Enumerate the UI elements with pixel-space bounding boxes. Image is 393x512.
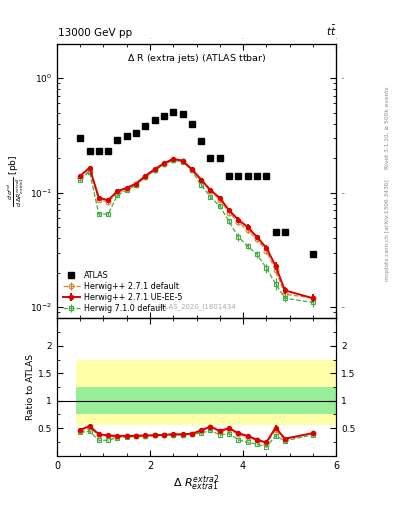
Text: $\Delta$ R (extra jets) (ATLAS ttbar): $\Delta$ R (extra jets) (ATLAS ttbar) xyxy=(127,52,266,65)
ATLAS xyxy=(273,229,278,236)
X-axis label: $\Delta\ R_{extra1}^{extra2}$: $\Delta\ R_{extra1}^{extra2}$ xyxy=(173,473,220,493)
ATLAS xyxy=(227,173,231,179)
ATLAS xyxy=(171,109,176,115)
ATLAS xyxy=(134,130,138,136)
ATLAS xyxy=(143,123,148,129)
ATLAS xyxy=(245,173,250,179)
ATLAS xyxy=(264,173,269,179)
ATLAS xyxy=(310,251,315,257)
ATLAS xyxy=(180,111,185,117)
ATLAS xyxy=(189,120,194,126)
ATLAS xyxy=(124,133,129,139)
ATLAS xyxy=(78,135,83,141)
ATLAS xyxy=(97,148,101,154)
ATLAS xyxy=(208,155,213,161)
Text: ATLAS_2020_I1801434: ATLAS_2020_I1801434 xyxy=(157,303,236,310)
ATLAS xyxy=(236,173,241,179)
ATLAS xyxy=(152,117,157,123)
ATLAS xyxy=(162,113,166,119)
ATLAS xyxy=(217,155,222,161)
Text: Rivet 3.1.10, ≥ 500k events: Rivet 3.1.10, ≥ 500k events xyxy=(385,87,390,169)
ATLAS xyxy=(255,173,259,179)
ATLAS xyxy=(199,138,204,144)
Y-axis label: $\frac{d\,\sigma^{nd}}{d\,\Delta R_{extra1}^{extra2}}$ [pb]: $\frac{d\,\sigma^{nd}}{d\,\Delta R_{extr… xyxy=(5,155,26,207)
Text: $t\bar{t}$: $t\bar{t}$ xyxy=(325,24,336,38)
Line: ATLAS: ATLAS xyxy=(77,109,316,258)
Text: 13000 GeV pp: 13000 GeV pp xyxy=(58,28,132,38)
Text: mcplots.cern.ch [arXiv:1306.3436]: mcplots.cern.ch [arXiv:1306.3436] xyxy=(385,180,390,281)
ATLAS xyxy=(115,137,120,143)
ATLAS xyxy=(283,229,287,236)
ATLAS xyxy=(106,148,110,154)
ATLAS xyxy=(87,148,92,154)
Y-axis label: Ratio to ATLAS: Ratio to ATLAS xyxy=(26,354,35,420)
Legend: ATLAS, Herwig++ 2.7.1 default, Herwig++ 2.7.1 UE-EE-5, Herwig 7.1.0 default: ATLAS, Herwig++ 2.7.1 default, Herwig++ … xyxy=(61,269,184,314)
